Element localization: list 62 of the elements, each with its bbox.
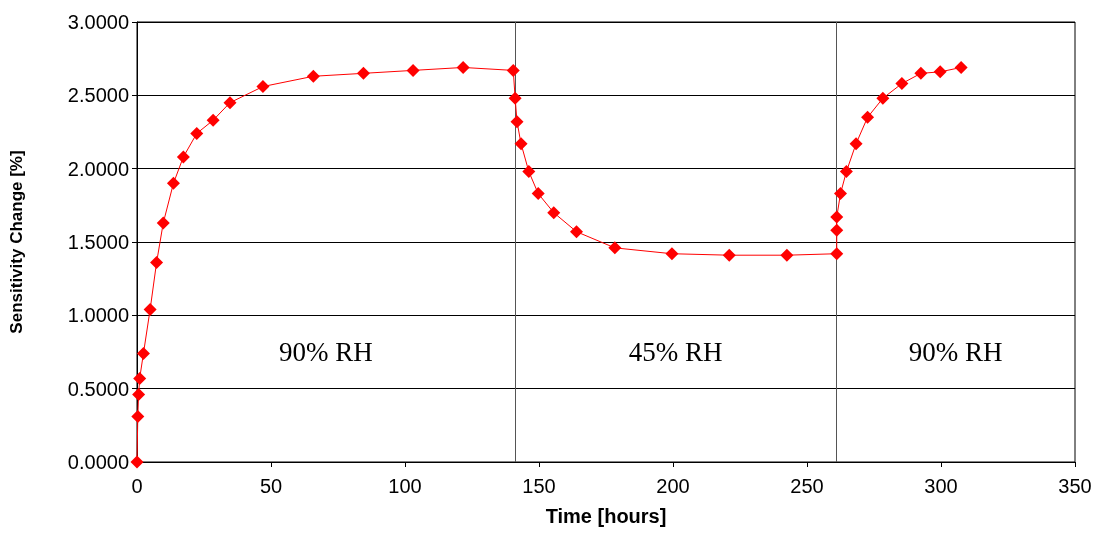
point xyxy=(131,410,145,424)
point xyxy=(166,176,180,190)
point xyxy=(508,91,522,105)
point xyxy=(510,115,524,129)
point xyxy=(547,206,561,220)
point xyxy=(570,225,584,239)
point xyxy=(839,165,853,179)
point xyxy=(190,126,204,140)
point xyxy=(514,137,528,151)
point xyxy=(406,63,420,77)
point xyxy=(830,247,844,261)
x-tick-label: 150 xyxy=(522,475,556,497)
y-tick-label: 1.5000 xyxy=(67,231,129,253)
y-axis-title: Sensitivity Change [%] xyxy=(7,150,26,334)
annotation: 90% RH xyxy=(908,337,1003,367)
x-tick-label: 50 xyxy=(259,475,283,497)
point xyxy=(722,248,736,262)
point xyxy=(834,187,847,201)
point xyxy=(456,60,470,74)
point xyxy=(933,65,947,79)
point xyxy=(133,371,147,385)
point xyxy=(954,60,968,74)
point xyxy=(665,247,679,261)
point xyxy=(830,223,844,237)
point xyxy=(130,455,144,469)
point xyxy=(780,248,794,262)
point xyxy=(914,66,928,80)
point xyxy=(132,388,146,402)
x-tick-label: 250 xyxy=(790,475,824,497)
y-tick-label: 2.0000 xyxy=(67,157,129,180)
point xyxy=(256,80,270,94)
point xyxy=(136,346,150,360)
point xyxy=(608,241,622,255)
point xyxy=(895,77,909,91)
point xyxy=(861,110,875,124)
point xyxy=(506,63,520,77)
x-tick-label: 100 xyxy=(388,475,422,497)
x-tick-label: 0 xyxy=(131,475,143,497)
y-tick-label: 1.0000 xyxy=(67,304,129,327)
annotation: 45% RH xyxy=(628,337,723,367)
point xyxy=(522,165,536,179)
x-axis-title: Time [hours] xyxy=(545,505,667,527)
point xyxy=(849,137,863,151)
y-tick-label: 0.5000 xyxy=(67,377,129,400)
point xyxy=(143,302,157,316)
annotation: 90% RH xyxy=(279,337,373,367)
point xyxy=(206,113,220,127)
point xyxy=(876,91,890,105)
point xyxy=(223,96,237,110)
x-tick-label: 200 xyxy=(656,475,690,497)
y-tick-label: 0.0000 xyxy=(67,451,129,473)
point xyxy=(356,66,370,80)
x-tick-label: 300 xyxy=(924,475,958,497)
point xyxy=(150,256,164,270)
y-tick-label: 3.0000 xyxy=(67,11,129,33)
point xyxy=(830,210,844,224)
point xyxy=(156,216,170,230)
point xyxy=(531,187,545,201)
y-tick-label: 2.5000 xyxy=(67,84,129,107)
point xyxy=(306,69,320,83)
point xyxy=(176,150,190,164)
x-tick-label: 350 xyxy=(1058,475,1092,497)
